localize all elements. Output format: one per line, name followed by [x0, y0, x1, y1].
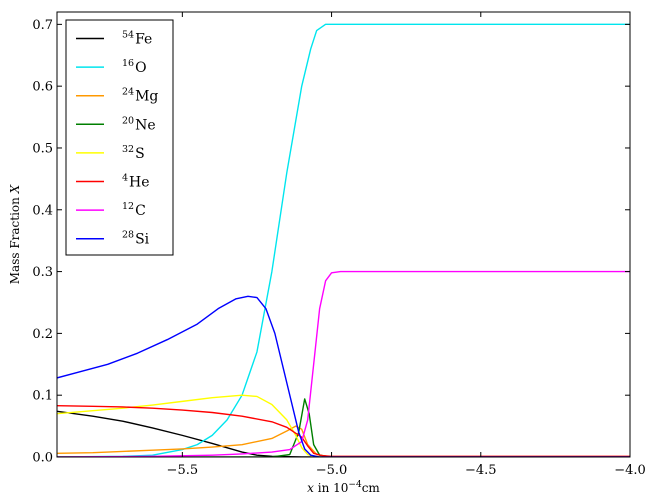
y-tick-label: 0.1 — [32, 389, 53, 404]
y-tick-label: 0.3 — [32, 265, 53, 280]
x-tick-label: −4.0 — [614, 463, 646, 478]
y-tick-label: 0.7 — [32, 18, 53, 33]
legend-label: 4He — [122, 173, 150, 191]
y-tick-label: 0.6 — [32, 80, 53, 95]
series-line-c — [57, 270, 630, 457]
x-axis-label-text: x in 10−4cm — [307, 480, 380, 495]
y-tick-label: 0.5 — [32, 141, 53, 156]
series-line-o — [57, 23, 630, 457]
series-line-mg — [57, 425, 630, 457]
y-tick-label: 0.2 — [32, 327, 53, 342]
y-tick-label: 0.4 — [32, 203, 53, 218]
x-tick-label: −5.5 — [167, 463, 199, 478]
legend-label: 28Si — [122, 230, 150, 248]
series-line-si — [57, 295, 630, 457]
x-tick-label: −5.0 — [316, 463, 348, 478]
y-tick-label: 0.0 — [32, 451, 53, 466]
x-tick-label: −4.5 — [465, 463, 497, 478]
legend-label: 32S — [122, 144, 145, 162]
plot-lines — [57, 23, 630, 457]
legend-label: 54Fe — [122, 30, 152, 48]
series-line-he — [57, 405, 630, 457]
plot-frame — [56, 11, 631, 458]
legend: 54Fe 16O 24Mg 20Ne 32S 4He 12C 28Si — [65, 19, 174, 256]
x-axis-label: x in 10−4cm — [307, 480, 380, 495]
axis-ticks: −5.5 −5.0 −4.5 −4.0 0.0 0.1 0.2 0.3 0.4 0.5 0.6 0.7 — [32, 12, 646, 478]
legend-label: 20Ne — [122, 115, 156, 133]
legend-box — [65, 19, 174, 256]
legend-label: 16O — [122, 58, 147, 76]
legend-label: 24Mg — [122, 87, 158, 105]
legend-label: 12C — [122, 201, 146, 219]
y-axis-label-text: Mass Fraction X — [8, 184, 22, 284]
y-axis-label: Mass Fraction X — [8, 184, 22, 284]
